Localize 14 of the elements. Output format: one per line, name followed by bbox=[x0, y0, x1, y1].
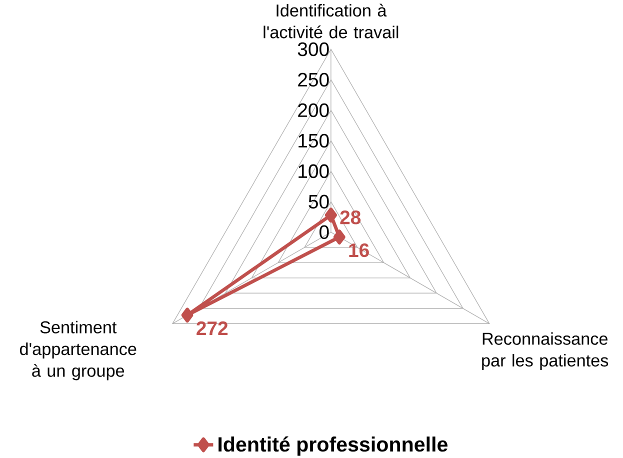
y-tick-label: 50 bbox=[308, 194, 329, 209]
data-label: 272 bbox=[196, 322, 228, 336]
spoke-label: Identification à l'activité de travail bbox=[264, 4, 398, 38]
y-tick-label: 250 bbox=[298, 72, 329, 87]
y-tick-label: 150 bbox=[298, 134, 329, 148]
spoke-label: Sentiment d'appartenance à un groupe bbox=[20, 320, 136, 380]
y-tick-label: 300 bbox=[298, 42, 329, 56]
legend-label: Identité professionnelle bbox=[218, 436, 448, 456]
data-label: 16 bbox=[349, 243, 369, 258]
y-tick-label: 0 bbox=[320, 225, 329, 240]
y-tick-label: 200 bbox=[298, 103, 329, 118]
y-tick-label: 100 bbox=[298, 164, 329, 178]
spoke-label: Reconnaissance par les patientes bbox=[482, 332, 608, 370]
data-label: 28 bbox=[340, 210, 361, 224]
